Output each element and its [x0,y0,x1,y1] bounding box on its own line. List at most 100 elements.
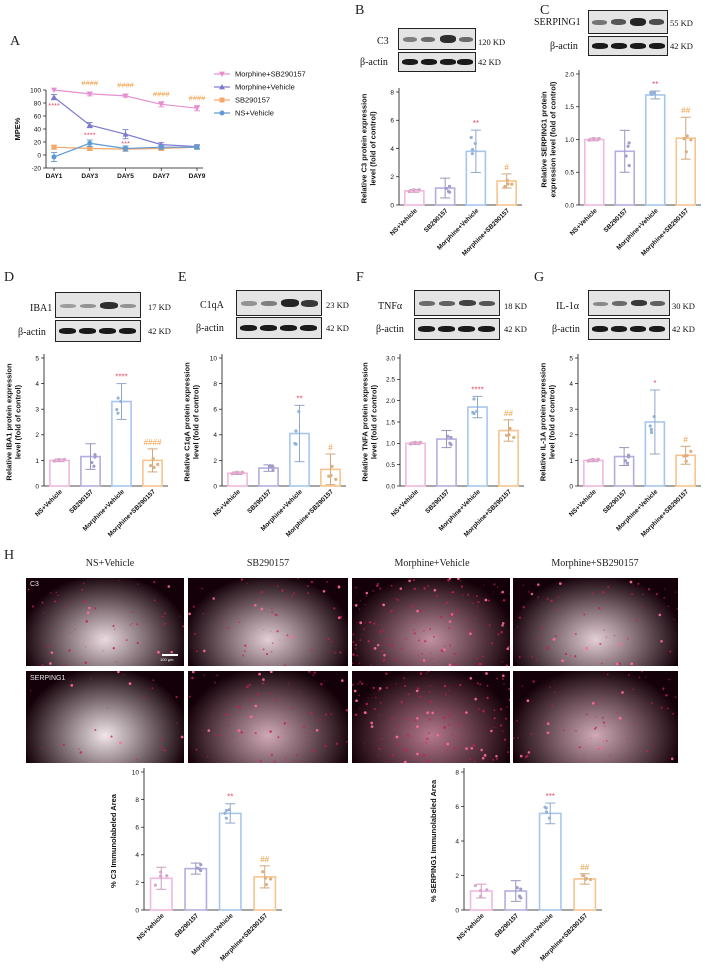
micrograph-speck [395,597,397,600]
micrograph-speck [406,748,409,752]
point-marker [219,84,225,90]
data-point [689,138,693,142]
micrograph-speck [376,584,379,587]
micrograph-speck [373,622,376,625]
micrograph-speck [153,581,156,584]
micrograph-speck [477,662,481,666]
micrograph-speck [470,723,473,726]
micrograph-speck [383,653,386,657]
micrograph-speck [295,590,297,593]
micrograph-speck [569,654,572,657]
data-point [116,411,120,415]
micrograph-speck [205,737,207,739]
micrograph-speck [197,604,199,606]
micrograph-speck [658,613,662,617]
micrograph-speck [404,638,406,641]
micrograph-speck [182,625,184,628]
micrograph-speck [354,647,357,650]
panel-f-bar-chart: Relative TNFA protein expression level (f… [361,354,524,539]
x-tick-label: SB290157 [173,912,200,939]
micrograph-texture [516,580,678,666]
x-tick-label: SB290157 [493,912,520,939]
data-point [508,426,512,431]
micrograph-speck [284,690,286,692]
data-point [510,182,514,186]
micrograph-speck [583,753,585,756]
micrograph-speck [664,588,666,590]
micrograph-speck [324,713,327,716]
y-tick-label: 0 [135,907,139,914]
micrograph-speck [307,592,310,595]
panel-e-bar-chart: Relative C1qA protein expression level (f… [183,354,346,539]
significance-mark: #### [189,93,207,102]
data-point [587,138,591,142]
x-tick-label: SB290157 [246,488,273,515]
micrograph-speck [345,740,348,743]
micrograph-speck [446,749,449,751]
micrograph-speck [469,757,472,761]
micrograph-speck [179,615,181,617]
micrograph-speck [578,746,581,749]
micrograph-speck [590,737,592,739]
micrograph-speck [220,762,222,763]
micrograph-speck [359,680,362,683]
x-tick-label: DAY3 [81,173,98,180]
micrograph-speck [354,586,357,589]
micrograph-speck [175,695,178,699]
micrograph-speck [330,641,333,644]
micrograph-speck [404,684,407,688]
micrograph-speck [457,593,460,595]
data-point [478,889,483,893]
micrograph-speck [448,581,450,583]
micrograph-speck [385,672,388,675]
micrograph-speck [227,627,230,629]
y-tick-label: 10 [210,355,218,362]
micrograph-speck [531,656,534,658]
data-point [512,435,516,440]
data-point [581,873,585,878]
y-tick-label: 4 [35,381,39,388]
data-point [223,811,227,815]
micrograph-speck [41,601,44,604]
micrograph-speck [670,757,674,761]
micrograph-speck [379,701,382,704]
data-point [625,461,630,465]
micrograph-speck [518,616,522,619]
micrograph-speck [180,735,184,739]
y-tick-label: 4 [390,146,394,153]
micrograph-speck [602,740,605,743]
micrograph-speck [638,663,641,665]
micrograph-speck [585,646,589,650]
micrograph-speck [64,603,66,605]
data-point [57,457,61,462]
data-point [116,396,120,400]
significance-mark: ## [504,409,513,418]
micrograph-speck [47,645,50,648]
micrograph-speck [416,752,419,756]
micrograph-speck [382,603,385,607]
micrograph-speck [472,745,475,748]
data-point [505,178,509,182]
micrograph-speck [364,603,366,606]
blot-e-loading-label: β-actin [196,323,224,334]
micrograph-speck [591,592,594,595]
micro-title-sb290157: SB290157 [246,558,290,569]
micrograph-speck [256,600,258,603]
micrograph-speck [522,584,525,587]
micrograph-speck [537,583,540,586]
micrograph-speck [118,580,120,582]
micrograph-speck [271,642,274,645]
micrograph-speck [397,724,400,728]
y-tick-label: -20 [32,165,42,172]
data-point [479,894,483,898]
micrograph-speck [421,743,423,745]
data-point [152,465,156,470]
y-axis-label: % SERPING1 Immunolabeled Area [429,779,438,902]
micrograph-speck [153,599,156,602]
micrograph-speck [530,733,533,736]
micrograph-speck [645,749,649,753]
micrograph-speck [136,758,139,761]
micrograph-c3-morphine-sb290157 [513,578,678,666]
micrograph-speck [419,672,423,675]
micrograph-speck [546,597,549,600]
